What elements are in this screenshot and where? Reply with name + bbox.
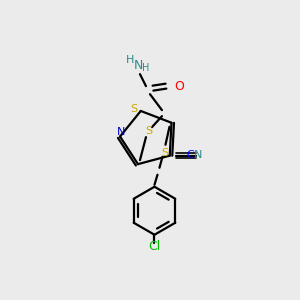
Text: S: S — [130, 104, 137, 114]
Text: C: C — [186, 150, 194, 160]
Text: H: H — [142, 63, 150, 73]
Text: O: O — [174, 80, 184, 93]
Text: S: S — [146, 126, 152, 136]
Text: N: N — [117, 127, 125, 136]
Text: H: H — [126, 55, 134, 65]
Text: S: S — [161, 148, 168, 158]
Text: N: N — [194, 150, 202, 160]
Text: N: N — [133, 58, 143, 72]
Text: Cl: Cl — [148, 240, 160, 253]
